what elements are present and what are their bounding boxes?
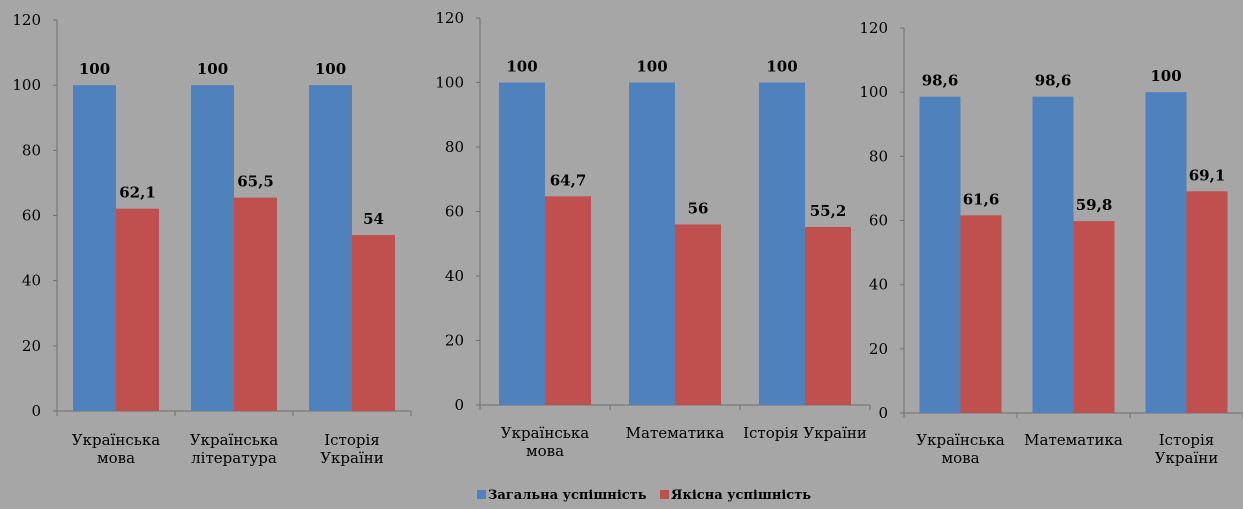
y-tick-label: 80 xyxy=(869,147,888,165)
y-tick-label: 0 xyxy=(31,402,41,420)
y-tick-label: 0 xyxy=(454,396,464,414)
x-tick-label: Історія України xyxy=(743,424,867,442)
legend-label-series-2: Якісна успішність xyxy=(671,488,811,503)
x-tick-label: Українська мова xyxy=(501,424,589,460)
y-tick-label: 60 xyxy=(22,207,41,225)
data-label: 100 xyxy=(1150,67,1181,85)
data-label: 62,1 xyxy=(119,184,156,202)
data-label: 100 xyxy=(636,58,667,76)
data-label: 100 xyxy=(506,58,537,76)
x-tick-label: Українська мова xyxy=(72,431,160,467)
data-label: 100 xyxy=(79,60,110,78)
bar-series-1 xyxy=(309,85,352,412)
y-tick-label: 100 xyxy=(435,74,464,92)
y-tick-label: 20 xyxy=(22,337,41,355)
y-tick-label: 40 xyxy=(22,272,41,290)
data-label: 69,1 xyxy=(1189,166,1226,184)
y-tick-label: 120 xyxy=(12,11,41,29)
bar-series-2 xyxy=(960,215,1002,413)
data-label: 65,5 xyxy=(237,173,274,191)
x-tick-label: Історія України xyxy=(1155,431,1219,467)
y-tick-label: 100 xyxy=(12,76,41,94)
y-tick-label: 40 xyxy=(445,267,464,285)
y-tick-label: 0 xyxy=(878,404,888,422)
data-label: 64,7 xyxy=(550,171,587,189)
data-label: 98,6 xyxy=(1035,72,1072,90)
x-tick-label: Українська література xyxy=(190,431,278,467)
data-label: 100 xyxy=(766,58,797,76)
data-label: 100 xyxy=(315,60,346,78)
bar-series-1 xyxy=(499,82,545,405)
y-tick-label: 120 xyxy=(435,9,464,27)
bar-series-1 xyxy=(1032,96,1074,414)
bar-series-2 xyxy=(116,208,159,411)
bar-series-2 xyxy=(545,196,591,405)
bar-series-1 xyxy=(191,85,234,412)
bar-series-1 xyxy=(1145,92,1187,414)
chart-2: 0 20 40 60 80 100 120 100 64,7 Українська мова 100 5… xyxy=(435,9,871,460)
x-tick-label: Математика xyxy=(626,424,725,442)
y-tick-label: 60 xyxy=(445,203,464,221)
bar-series-2 xyxy=(805,226,851,405)
chart-1: 0 20 40 60 80 100 120 100 62,1 Українська мова 100 6… xyxy=(12,11,412,467)
chart-3: 0 20 40 60 80 100 120 98,6 61,6 Українська мова 98,… xyxy=(859,19,1243,467)
legend: Загальна успішність Якісна успішність xyxy=(477,488,811,503)
y-tick-label: 120 xyxy=(859,19,888,37)
data-label: 98,6 xyxy=(922,72,959,90)
x-tick-label: Історія України xyxy=(320,431,384,467)
y-tick-label: 40 xyxy=(869,276,888,294)
y-tick-label: 20 xyxy=(445,332,464,350)
charts-group: 0 20 40 60 80 100 120 100 62,1 Українська мова 100 6… xyxy=(12,9,1243,467)
legend-label-series-1: Загальна успішність xyxy=(488,488,647,503)
data-label: 56 xyxy=(688,199,709,217)
legend-swatch-series-1 xyxy=(477,490,486,499)
y-tick-label: 20 xyxy=(869,340,888,358)
bar-series-2 xyxy=(675,224,721,405)
data-label: 61,6 xyxy=(963,190,1000,208)
y-tick-label: 80 xyxy=(445,138,464,156)
x-tick-label: Українська мова xyxy=(916,431,1004,467)
bar-series-2 xyxy=(352,235,395,411)
x-tick-label: Математика xyxy=(1024,431,1123,449)
data-label: 100 xyxy=(197,60,228,78)
bar-series-1 xyxy=(759,82,805,405)
y-tick-label: 60 xyxy=(869,212,888,230)
y-tick-label: 100 xyxy=(859,83,888,101)
bar-series-2 xyxy=(1073,221,1115,413)
y-tick-label: 80 xyxy=(22,141,41,159)
data-label: 54 xyxy=(363,210,384,228)
bar-series-2 xyxy=(234,197,277,411)
bar-series-1 xyxy=(919,96,961,414)
data-label: 55,2 xyxy=(810,202,847,220)
bar-series-2 xyxy=(1186,191,1228,413)
legend-swatch-series-2 xyxy=(660,490,669,499)
data-label: 59,8 xyxy=(1076,196,1113,214)
bar-series-1 xyxy=(629,82,675,405)
bar-series-1 xyxy=(73,85,116,412)
